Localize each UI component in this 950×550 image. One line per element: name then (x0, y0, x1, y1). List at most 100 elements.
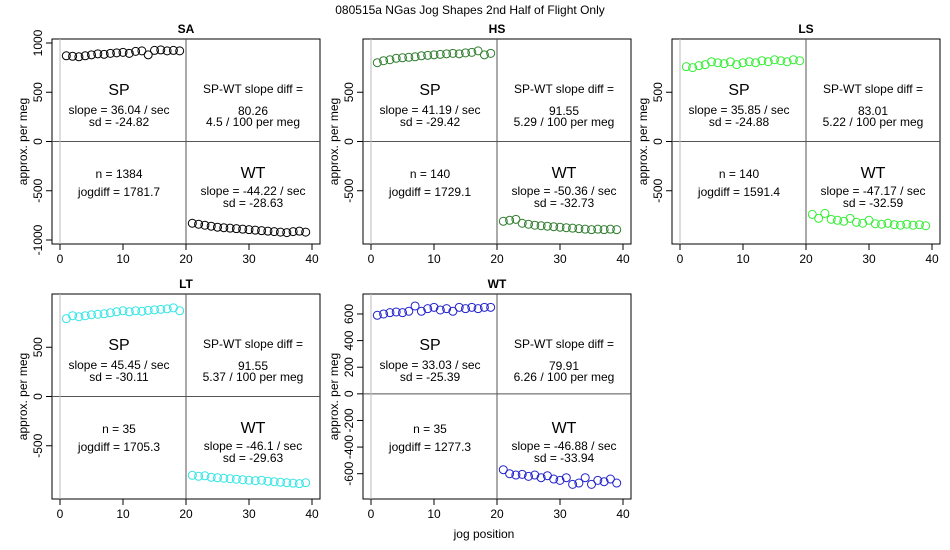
y-axis-label: approx. per meg (327, 98, 341, 185)
data-point (213, 222, 222, 232)
data-point (416, 306, 426, 316)
data-point (398, 53, 407, 63)
data-point (282, 228, 292, 238)
data-point (505, 215, 515, 225)
data-point (410, 301, 420, 311)
data-point (908, 220, 918, 230)
data-point (549, 222, 559, 232)
data-point (194, 219, 204, 229)
data-point (517, 218, 527, 228)
data-point (738, 58, 748, 68)
data-point (883, 218, 893, 228)
data-point (486, 48, 496, 58)
wt-sd: sd = -29.63 (223, 451, 284, 465)
wt-sd: sd = -33.94 (534, 451, 595, 465)
data-point (442, 304, 452, 314)
data-point (87, 310, 96, 320)
slope-diff-label: SP-WT slope diff = (823, 82, 923, 96)
wt-label: WT (861, 165, 886, 182)
data-point (68, 311, 78, 321)
data-point (845, 213, 855, 223)
data-point (61, 51, 71, 61)
data-point (473, 46, 483, 56)
slope-diff-label: SP-WT slope diff = (514, 82, 614, 96)
panel-title: LS (798, 22, 813, 36)
data-point (914, 220, 924, 230)
data-point (549, 474, 559, 484)
y-tick-label: 400 (342, 330, 356, 350)
data-point (889, 220, 899, 230)
slope-diff-label: SP-WT slope diff = (203, 82, 303, 96)
data-point (131, 46, 141, 56)
data-point (851, 217, 861, 227)
y-tick-label: 0 (651, 138, 665, 145)
data-point (479, 50, 489, 60)
wt-label: WT (241, 420, 266, 437)
data-point (511, 214, 521, 224)
data-point (194, 471, 204, 481)
data-point (238, 475, 248, 485)
data-point (612, 225, 622, 235)
data-point (574, 478, 584, 488)
slope-diff-value: 79.91 (549, 359, 579, 373)
data-point (870, 219, 880, 229)
sp-sd: sd = -24.88 (709, 115, 770, 129)
data-point (429, 50, 439, 60)
panel-title: HS (489, 22, 506, 36)
x-tick-label: 20 (490, 252, 504, 266)
data-point (498, 216, 508, 226)
jogdiff: jogdiff = 1277.3 (388, 440, 472, 454)
data-point (770, 55, 779, 65)
data-point (751, 58, 761, 68)
data-point (112, 48, 122, 58)
data-point (536, 473, 546, 483)
data-point (599, 225, 609, 235)
slope-diff-per-meg: 5.29 / 100 per meg (514, 115, 615, 129)
data-point (385, 55, 395, 65)
data-point (707, 57, 716, 67)
data-point (143, 305, 153, 315)
data-point (238, 224, 248, 234)
data-point (435, 305, 445, 315)
slope-diff-value: 91.55 (549, 104, 579, 118)
data-point (175, 306, 185, 316)
x-tick-label: 30 (242, 252, 256, 266)
x-tick-label: 0 (368, 252, 375, 266)
data-point (87, 50, 96, 60)
y-tick-label: -500 (342, 178, 356, 202)
data-point (807, 209, 817, 219)
wt-slope: slope = -50.36 / sec (511, 184, 616, 198)
data-point (200, 220, 210, 230)
data-point (398, 308, 407, 318)
sp-slope: slope = 35.85 / sec (688, 103, 789, 117)
data-point (877, 219, 887, 229)
sp-sd: sd = -25.39 (400, 370, 461, 384)
data-point (244, 225, 254, 235)
sp-sd: sd = -29.42 (400, 115, 461, 129)
data-point (416, 51, 426, 61)
data-point (580, 473, 590, 483)
data-point (200, 471, 210, 481)
data-point (391, 307, 401, 317)
data-point (479, 302, 489, 312)
y-tick-label: 500 (342, 82, 356, 102)
data-point (530, 470, 540, 480)
data-point (150, 45, 159, 55)
y-tick-label: 500 (31, 82, 45, 102)
data-point (902, 219, 912, 229)
data-point (124, 307, 134, 317)
data-point (301, 227, 311, 237)
x-tick-label: 0 (57, 507, 64, 521)
x-tick-label: 40 (925, 252, 939, 266)
data-point (263, 476, 273, 486)
x-tick-label: 30 (242, 507, 256, 521)
data-point (542, 221, 552, 231)
data-point (561, 473, 571, 483)
data-point (294, 226, 304, 236)
data-point (372, 310, 382, 320)
wt-label: WT (552, 165, 577, 182)
